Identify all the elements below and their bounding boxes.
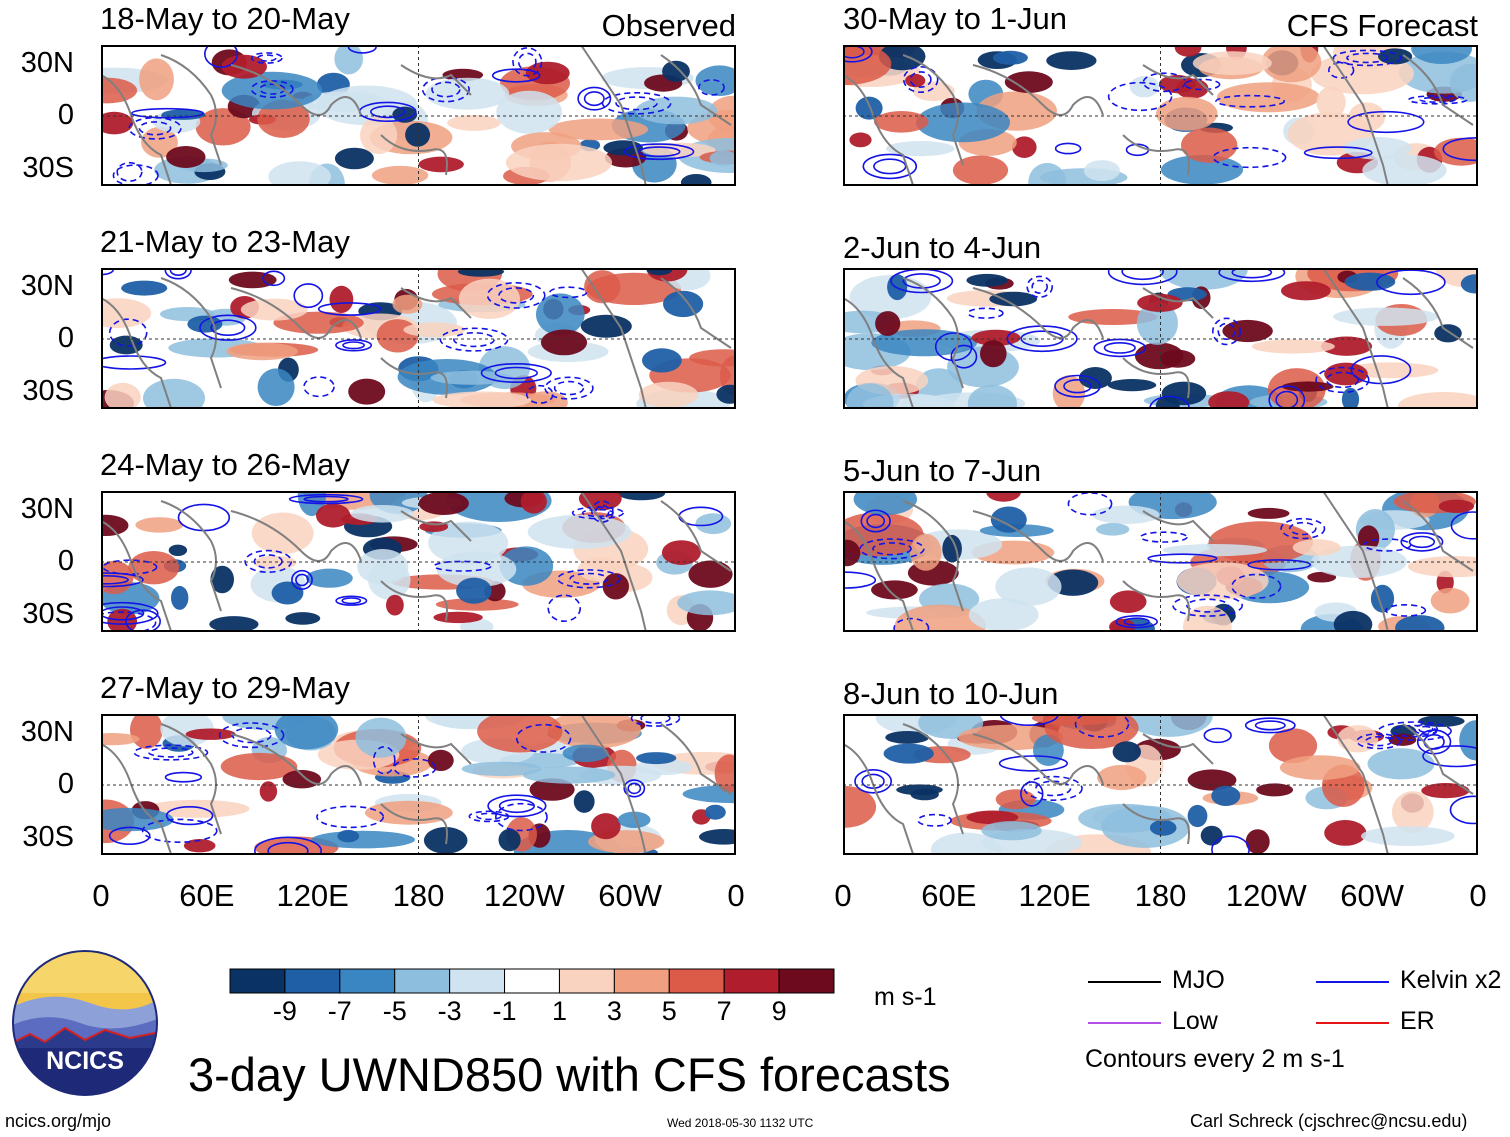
panel-title-8: 8-Jun to 10-Jun (843, 676, 1059, 711)
legend-label: ER (1400, 1007, 1435, 1035)
main-title: 3-day UWND850 with CFS forecasts (188, 1048, 951, 1101)
y-tick-label: 30N (20, 270, 74, 302)
x-tick-label: 60W (598, 878, 663, 913)
footer-url[interactable]: ncics.org/mjo (5, 1111, 112, 1131)
colorbar-label: 1 (551, 996, 567, 1026)
x-tick-label: 180 (392, 878, 445, 913)
colorbar-label: -3 (437, 996, 462, 1026)
colorbar-swatch (613, 968, 670, 994)
map-panel-8 (843, 714, 1478, 855)
y-tick-label: 30S (22, 375, 74, 407)
legend-line (1316, 981, 1389, 983)
x-tick-label: 60E (921, 878, 977, 913)
y-tick-label: 30N (20, 47, 74, 79)
y-tick-label: 0 (57, 768, 74, 800)
x-tick-label: 60W (1340, 878, 1405, 913)
y-tick-label: 0 (57, 322, 74, 354)
y-tick-label: 30S (22, 598, 74, 630)
colorbar-swatch (229, 968, 286, 994)
ncics-logo: NCICS (12, 950, 158, 1096)
x-tick-label: 0 (92, 878, 110, 913)
panel-title-3: 24-May to 26-May (100, 447, 350, 482)
y-tick-label: 30S (22, 821, 74, 853)
x-tick-label: 60E (179, 878, 235, 913)
y-tick-label: 30S (22, 152, 74, 184)
panel-title-6: 2-Jun to 4-Jun (843, 230, 1042, 265)
colorbar-swatch (449, 968, 506, 994)
colorbar-swatch (504, 968, 560, 994)
map-panel-4 (101, 714, 736, 855)
legend-label: Low (1172, 1007, 1218, 1035)
contour-note: Contours every 2 m s-1 (1085, 1045, 1345, 1073)
map-panel-1 (101, 45, 736, 186)
colorbar-label: -1 (492, 996, 517, 1026)
legend-line (1316, 1022, 1389, 1024)
colorbar-label: 7 (716, 996, 732, 1026)
x-tick-label: 0 (727, 878, 745, 913)
y-tick-label: 30N (20, 493, 74, 525)
map-panel-2 (101, 268, 736, 409)
x-tick-label: 120W (1225, 878, 1307, 913)
logo-text: NCICS (46, 1047, 124, 1075)
panel-tag-observed: Observed (601, 8, 736, 43)
colorbar-swatch (723, 968, 780, 994)
colorbar-swatch (284, 968, 341, 994)
map-panel-7 (843, 491, 1478, 632)
x-tick-label: 120E (1018, 878, 1091, 913)
colorbar-label: 3 (606, 996, 622, 1026)
colorbar-label: -5 (382, 996, 407, 1026)
legend-line (1088, 1022, 1161, 1024)
colorbar (229, 968, 835, 994)
legend-line (1088, 981, 1161, 983)
x-tick-label: 180 (1134, 878, 1187, 913)
legend-label: MJO (1172, 966, 1225, 994)
map-panel-6 (843, 268, 1478, 409)
panel-tag-forecast: CFS Forecast (1286, 8, 1478, 43)
legend-label: Kelvin x2 (1400, 966, 1502, 994)
map-panel-5 (843, 45, 1478, 186)
panel-title-1: 18-May to 20-May (100, 1, 350, 36)
footer-timestamp: Wed 2018-05-30 1132 UTC (667, 1116, 814, 1130)
panel-title-5: 30-May to 1-Jun (843, 1, 1067, 36)
panel-title-4: 27-May to 29-May (100, 670, 350, 705)
x-tick-label: 0 (834, 878, 852, 913)
colorbar-swatch (668, 968, 725, 994)
footer-author: Carl Schreck (cjschrec@ncsu.edu) (1190, 1111, 1468, 1131)
colorbar-label: -7 (327, 996, 352, 1026)
colorbar-label: 5 (661, 996, 677, 1026)
y-tick-label: 0 (57, 99, 74, 131)
panel-title-2: 21-May to 23-May (100, 224, 350, 259)
x-tick-label: 120W (483, 878, 565, 913)
colorbar-swatch (394, 968, 451, 994)
y-tick-label: 0 (57, 545, 74, 577)
colorbar-swatch (558, 968, 615, 994)
colorbar-swatch (778, 968, 835, 994)
x-tick-label: 120E (276, 878, 349, 913)
colorbar-swatch (339, 968, 396, 994)
panel-title-7: 5-Jun to 7-Jun (843, 453, 1042, 488)
colorbar-label: 9 (771, 996, 787, 1026)
colorbar-label: -9 (272, 996, 297, 1026)
y-tick-label: 30N (20, 716, 74, 748)
colorbar-units: m s-1 (874, 983, 937, 1011)
x-tick-label: 0 (1469, 878, 1487, 913)
map-panel-3 (101, 491, 736, 632)
